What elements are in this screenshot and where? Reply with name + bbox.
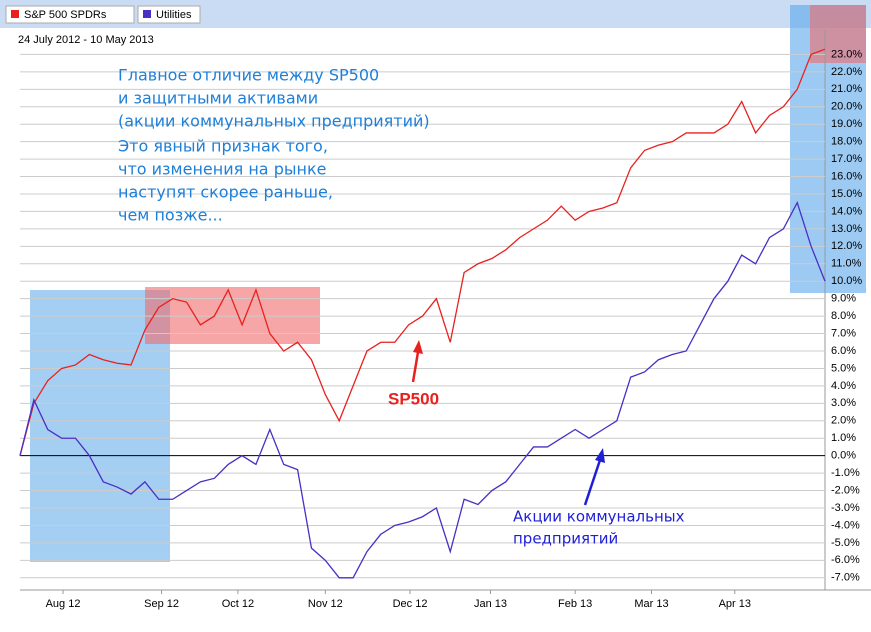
series-line: [19, 48, 826, 456]
x-tick-label: Feb 13: [558, 598, 592, 610]
annotation-utilities: предприятий: [513, 530, 618, 548]
series-line: [19, 201, 826, 579]
y-tick-label: 6.0%: [831, 345, 856, 357]
y-tick-label: -4.0%: [831, 519, 860, 531]
y-tick-label: 14.0%: [831, 205, 862, 217]
y-tick-label: 20.0%: [831, 101, 862, 113]
annotation-text: наступят скорее раньше,: [118, 183, 333, 202]
y-tick-label: -5.0%: [831, 537, 860, 549]
annotation-sp500: SP500: [388, 389, 439, 408]
arrow-head: [595, 448, 605, 463]
annotation-text: что изменения на рынке: [118, 160, 326, 179]
arrow-head: [413, 340, 423, 354]
y-tick-label: 2.0%: [831, 415, 856, 427]
x-tick-label: Jan 13: [474, 598, 507, 610]
y-tick-label: 10.0%: [831, 275, 862, 287]
y-tick-label: 4.0%: [831, 380, 856, 392]
y-tick-label: -1.0%: [831, 467, 860, 479]
grid: -7.0% -6.0% -5.0% -4.0% -3.0% -2.0% -1.0% 0.0% 1…: [20, 30, 871, 610]
y-tick-label: 12.0%: [831, 240, 862, 252]
y-tick-label: 0.0%: [831, 450, 856, 462]
arrow: [583, 459, 602, 506]
y-tick-label: 21.0%: [831, 83, 862, 95]
legend-swatch: [11, 10, 19, 18]
x-tick-label: Apr 13: [719, 598, 751, 610]
x-tick-label: Oct 12: [222, 598, 254, 610]
x-tick-label: Mar 13: [634, 598, 668, 610]
x-tick-label: Nov 12: [308, 598, 343, 610]
legend-swatch: [143, 10, 151, 18]
x-tick-label: Dec 12: [393, 598, 428, 610]
y-tick-label: 22.0%: [831, 66, 862, 78]
x-tick-label: Aug 12: [46, 598, 81, 610]
annotations: Главное отличие между SP500 и защитными а…: [118, 66, 685, 548]
y-tick-label: 15.0%: [831, 188, 862, 200]
legend-label: Utilities: [156, 9, 192, 21]
legend-box: [5, 5, 135, 24]
y-tick-label: 19.0%: [831, 118, 862, 130]
subtitle: 24 July 2012 - 10 May 2013: [18, 34, 154, 46]
plot: [19, 48, 826, 579]
y-tick-label: 17.0%: [831, 153, 862, 165]
annotation-text: Это явный признак того,: [118, 137, 328, 156]
highlight: [145, 287, 320, 344]
annotation-utilities: Акции коммунальных: [513, 508, 685, 526]
y-tick-label: -7.0%: [831, 572, 860, 584]
annotation-text: (акции коммунальных предприятий): [118, 112, 430, 131]
highlight: [810, 5, 866, 63]
y-tick-label: 3.0%: [831, 397, 856, 409]
y-tick-label: 1.0%: [831, 432, 856, 444]
y-tick-label: 13.0%: [831, 223, 862, 235]
y-tick-label: 8.0%: [831, 310, 856, 322]
y-tick-label: 23.0%: [831, 48, 862, 60]
y-tick-label: -6.0%: [831, 554, 860, 566]
annotation-text: и защитными активами: [118, 89, 318, 108]
x-tick-label: Sep 12: [144, 598, 179, 610]
legend-label: S&P 500 SPDRs: [24, 9, 107, 21]
y-tick-label: -3.0%: [831, 502, 860, 514]
y-tick-label: 18.0%: [831, 136, 862, 148]
y-tick-label: -2.0%: [831, 484, 860, 496]
y-tick-label: 11.0%: [831, 258, 862, 270]
y-tick-label: 9.0%: [831, 293, 856, 305]
annotation-text: чем позже...: [118, 206, 223, 225]
y-tick-label: 16.0%: [831, 170, 862, 182]
y-tick-label: 7.0%: [831, 327, 856, 339]
y-tick-label: 5.0%: [831, 362, 856, 374]
legend-box: [137, 5, 201, 24]
annotation-text: Главное отличие между SP500: [118, 66, 379, 85]
arrow: [411, 351, 420, 383]
